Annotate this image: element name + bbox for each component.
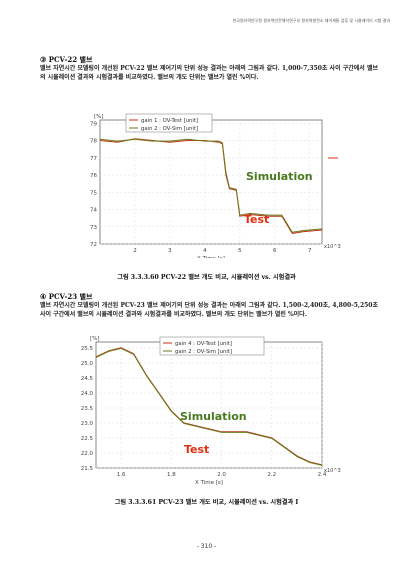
chart-pcv23: 25.5 25.0 24.5 24.0 23.5 23.0 22.5 22.0 21.5 1.6 1… — [81, 336, 341, 486]
legend-box — [159, 336, 265, 356]
x-tick-label: 4 — [203, 248, 207, 254]
x-tick-label: 2.0 — [217, 472, 226, 478]
annotation-simulation: Simulation — [180, 410, 247, 423]
section-paragraph-pcv22: 밸브 자연시간 모델링이 개선된 PCV-22 밸브 제어기의 단위 성능 결과… — [40, 65, 378, 81]
chart-pcv22: 79 78 77 76 75 74 73 72 2 3 4 5 6 7 [%] X Time [s] x10^3… — [90, 113, 341, 258]
legend-box — [125, 113, 213, 133]
y-axis-label: [%] — [90, 336, 100, 342]
x-axis-label: X Time [s] — [195, 480, 223, 486]
legend-entry-2: gain 2 : OV-Sim [unit] — [141, 126, 198, 132]
y-axis-label: [%] — [94, 114, 104, 120]
annotation-simulation: Simulation — [246, 170, 313, 183]
legend-entry-2: gain 2 : OV-Sim [unit] — [175, 349, 232, 355]
series-line-1 — [99, 138, 323, 235]
y-tick-label: 79 — [90, 121, 97, 127]
y-tick-label: 24.0 — [81, 391, 94, 397]
y-tick-label: 75 — [90, 190, 97, 196]
figure-caption-pcv22: 그림 3.3.3.60 PCV-22 밸브 개도 비교, 시뮬레이션 vs. 시… — [117, 274, 296, 281]
y-tick-label: 78 — [90, 139, 97, 145]
x-tick-label: 6 — [273, 248, 277, 254]
x-tick-label: 2.4 — [318, 472, 327, 478]
y-tick-label: 74 — [90, 208, 97, 214]
y-tick-label: 72 — [90, 242, 97, 248]
y-tick-label: 21.5 — [81, 466, 94, 472]
y-tick-label: 23.5 — [81, 406, 94, 412]
series-line-2 — [99, 138, 323, 233]
legend-entry-1: gain 1 : OV-Test [unit] — [141, 118, 198, 124]
x-tick-label: 1.6 — [117, 472, 126, 478]
section-title-pcv23: ④ PCV-23 밸브 — [40, 292, 93, 301]
legend-entry-1: gain 4 : OV-Test [unit] — [175, 341, 232, 347]
x-tick-label: 7 — [308, 248, 312, 254]
section-title-pcv22: ③ PCV-22 밸브 — [40, 55, 93, 64]
y-tick-label: 22.5 — [81, 436, 94, 442]
x-tick-label: 2.2 — [267, 472, 276, 478]
x-tick-label: 5 — [238, 248, 242, 254]
x-tick-label: 3 — [168, 248, 172, 254]
x-tick-label: 2 — [133, 248, 137, 254]
y-tick-label: 25.5 — [81, 346, 94, 352]
y-tick-label: 73 — [90, 225, 97, 231]
section-paragraph-pcv23: 밸브 자연시간 모델링이 개선된 PCV-23 밸브 제어기의 단위 성능 결과… — [40, 302, 378, 318]
y-tick-label: 77 — [90, 156, 97, 162]
y-tick-label: 25.0 — [81, 361, 94, 367]
series-line-2 — [95, 347, 323, 466]
page-header: 한국원자력연구원 원자력안전해석연구부 원자력발전소 제어계통 검증 및 시뮬레… — [232, 18, 390, 23]
y-tick-label: 76 — [90, 173, 97, 179]
x-multiplier-label: x10^3 — [324, 244, 341, 250]
annotation-test: Test — [184, 443, 209, 456]
figure-caption-pcv23: 그림 3.3.3.61 PCV-23 밸브 개도 비교, 시뮬레이션 vs. 시… — [114, 499, 299, 506]
x-tick-label: 1.8 — [167, 472, 176, 478]
annotation-test: Test — [244, 213, 269, 226]
y-tick-label: 24.5 — [81, 376, 94, 382]
x-multiplier-label: x10^3 — [324, 468, 341, 474]
page-number: - 310 - — [196, 543, 217, 550]
x-axis-label: X Time [s] — [197, 256, 225, 258]
y-tick-label: 22.0 — [81, 451, 94, 457]
y-tick-label: 23.0 — [81, 421, 94, 427]
